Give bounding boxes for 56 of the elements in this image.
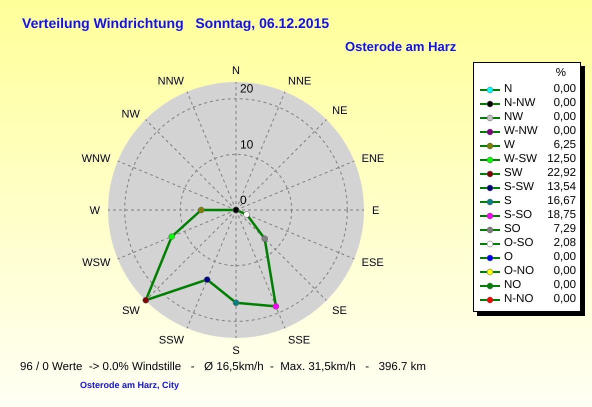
category-label: O xyxy=(504,251,513,263)
spoke-label: E xyxy=(372,204,380,217)
spoke-label: WSW xyxy=(82,256,111,269)
category-label: O-SO xyxy=(504,237,534,249)
text: 6,25 xyxy=(554,139,576,151)
spoke-label: ESE xyxy=(362,256,384,269)
category-label: S-SO xyxy=(504,209,532,221)
category-label: W-SW xyxy=(504,153,538,165)
category-label: O-NO xyxy=(504,265,534,277)
spoke-label: SSW xyxy=(158,334,185,346)
category-label: SW xyxy=(504,167,523,179)
category-label: SO xyxy=(504,223,521,235)
text: Osterode am Harz, City xyxy=(80,380,180,390)
chart-title: Verteilung Windrichtung Sonntag, 06.12.2015 xyxy=(22,15,330,31)
text: 13,54 xyxy=(547,181,576,193)
category-label: W xyxy=(504,139,515,151)
text: 22,92 xyxy=(547,167,576,179)
y-tick-label: 0 xyxy=(240,193,247,207)
text: 0,00 xyxy=(554,251,576,263)
text: 0,00 xyxy=(554,125,576,137)
category-label: W-NW xyxy=(504,125,538,137)
spoke-label: N xyxy=(232,65,240,77)
spoke-label: W xyxy=(90,204,101,217)
spoke-label: SSE xyxy=(288,334,310,346)
text: 96 / 0 Werte -> 0.0% Windstille - Ø 16,5km/h - Max. 31,5km/h - 396.7 km xyxy=(20,361,426,373)
spoke-label: S xyxy=(232,344,240,357)
text: 0,00 xyxy=(554,265,576,277)
category-label: N-NO xyxy=(504,293,534,305)
category-label: S xyxy=(504,195,512,207)
spoke-label: SW xyxy=(122,304,140,317)
text: 0,00 xyxy=(554,293,576,305)
text: 7,29 xyxy=(554,223,576,235)
spoke-label: ENE xyxy=(362,152,384,165)
spoke-label: NNW xyxy=(158,75,185,88)
text: 12,50 xyxy=(547,153,576,165)
text: 0,00 xyxy=(554,83,576,95)
text: 0,00 xyxy=(554,279,576,291)
text: 0,00 xyxy=(554,111,576,123)
spoke-label: NW xyxy=(122,108,140,121)
category-label: S-SW xyxy=(504,181,534,193)
text: 2,08 xyxy=(554,237,576,249)
text: 18,75 xyxy=(547,209,576,221)
spoke-label: NE xyxy=(332,104,348,117)
spoke-label: NNE xyxy=(288,75,312,88)
category-label: N-NW xyxy=(504,97,536,109)
category-label: NO xyxy=(504,279,522,291)
text: 16,67 xyxy=(547,195,576,207)
category-label: NW xyxy=(504,111,524,123)
y-tick-label: 10 xyxy=(240,137,254,152)
chart-subtitle: Osterode am Harz xyxy=(345,39,456,54)
spoke-label: WNW xyxy=(82,152,111,165)
text: 0,00 xyxy=(554,97,576,109)
y-tick-label: 20 xyxy=(240,82,254,96)
spoke-label: SE xyxy=(332,304,347,317)
category-label: N xyxy=(504,83,512,95)
legend-title: % xyxy=(556,67,566,79)
